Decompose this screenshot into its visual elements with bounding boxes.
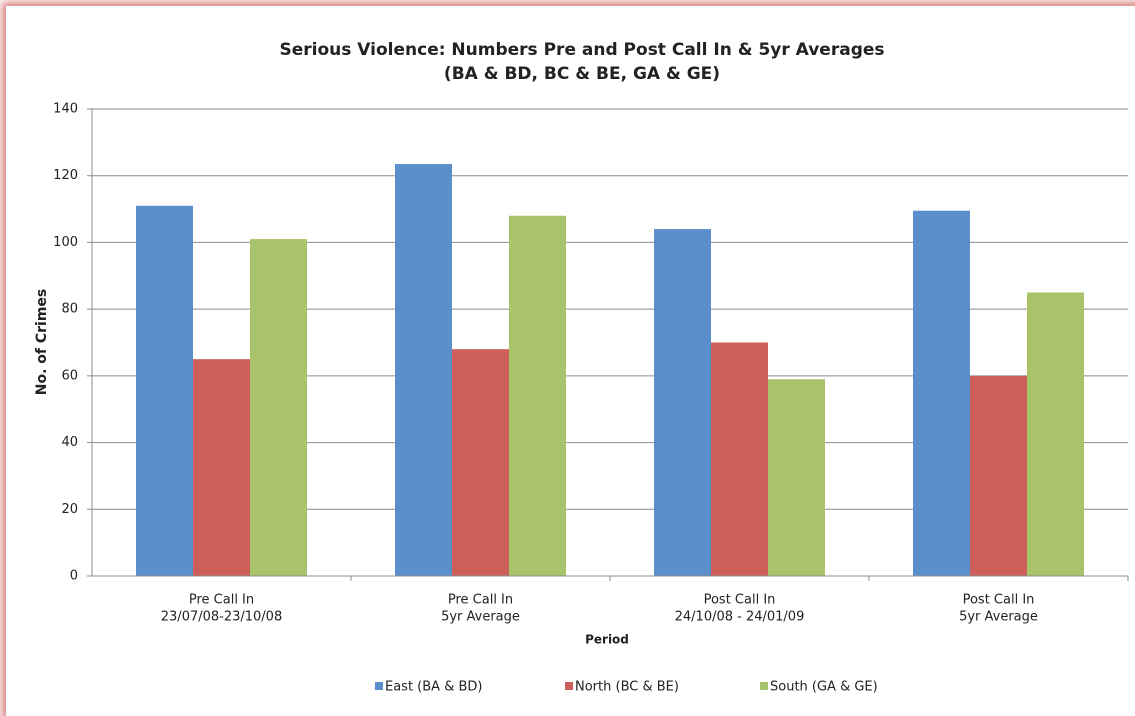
x-tick-label: Pre Call In [189, 593, 254, 608]
y-axis-label: No. of Crimes [34, 289, 50, 396]
bar [193, 359, 250, 576]
bar [970, 375, 1027, 576]
y-tick-label: 60 [61, 368, 78, 383]
bar [1027, 292, 1084, 576]
x-tick-label: 24/10/08 - 24/01/09 [675, 610, 805, 625]
x-tick-label: Pre Call In [448, 593, 513, 608]
y-tick-label: 20 [61, 502, 78, 517]
chart-title: Serious Violence: Numbers Pre and Post C… [279, 40, 884, 60]
bar [250, 239, 307, 577]
legend-swatch [760, 682, 768, 690]
x-tick-label: Post Call In [963, 593, 1035, 608]
bar [452, 349, 509, 576]
x-axis-label: Period [585, 633, 629, 647]
legend-label: South (GA & GE) [770, 680, 878, 695]
chart-subtitle: (BA & BD, BC & BE, GA & GE) [444, 64, 720, 84]
x-tick-label: 5yr Average [959, 610, 1038, 625]
legend-label: North (BC & BE) [575, 680, 679, 695]
x-tick-label: 23/07/08-23/10/08 [161, 610, 282, 625]
bar [509, 215, 566, 576]
bar [395, 164, 452, 576]
y-tick-label: 40 [61, 435, 78, 450]
x-tick-label: Post Call In [704, 593, 776, 608]
y-tick-label: 100 [53, 235, 78, 250]
y-tick-label: 80 [61, 302, 78, 317]
bar [768, 379, 825, 576]
legend-swatch [375, 682, 383, 690]
legend-swatch [565, 682, 573, 690]
y-tick-label: 140 [53, 102, 78, 117]
y-tick-label: 120 [53, 168, 78, 183]
x-tick-label: 5yr Average [441, 610, 520, 625]
legend-label: East (BA & BD) [385, 680, 482, 695]
y-tick-label: 0 [70, 569, 78, 584]
bar [136, 205, 193, 576]
bar [913, 210, 970, 576]
bar [654, 229, 711, 577]
bar [711, 342, 768, 576]
